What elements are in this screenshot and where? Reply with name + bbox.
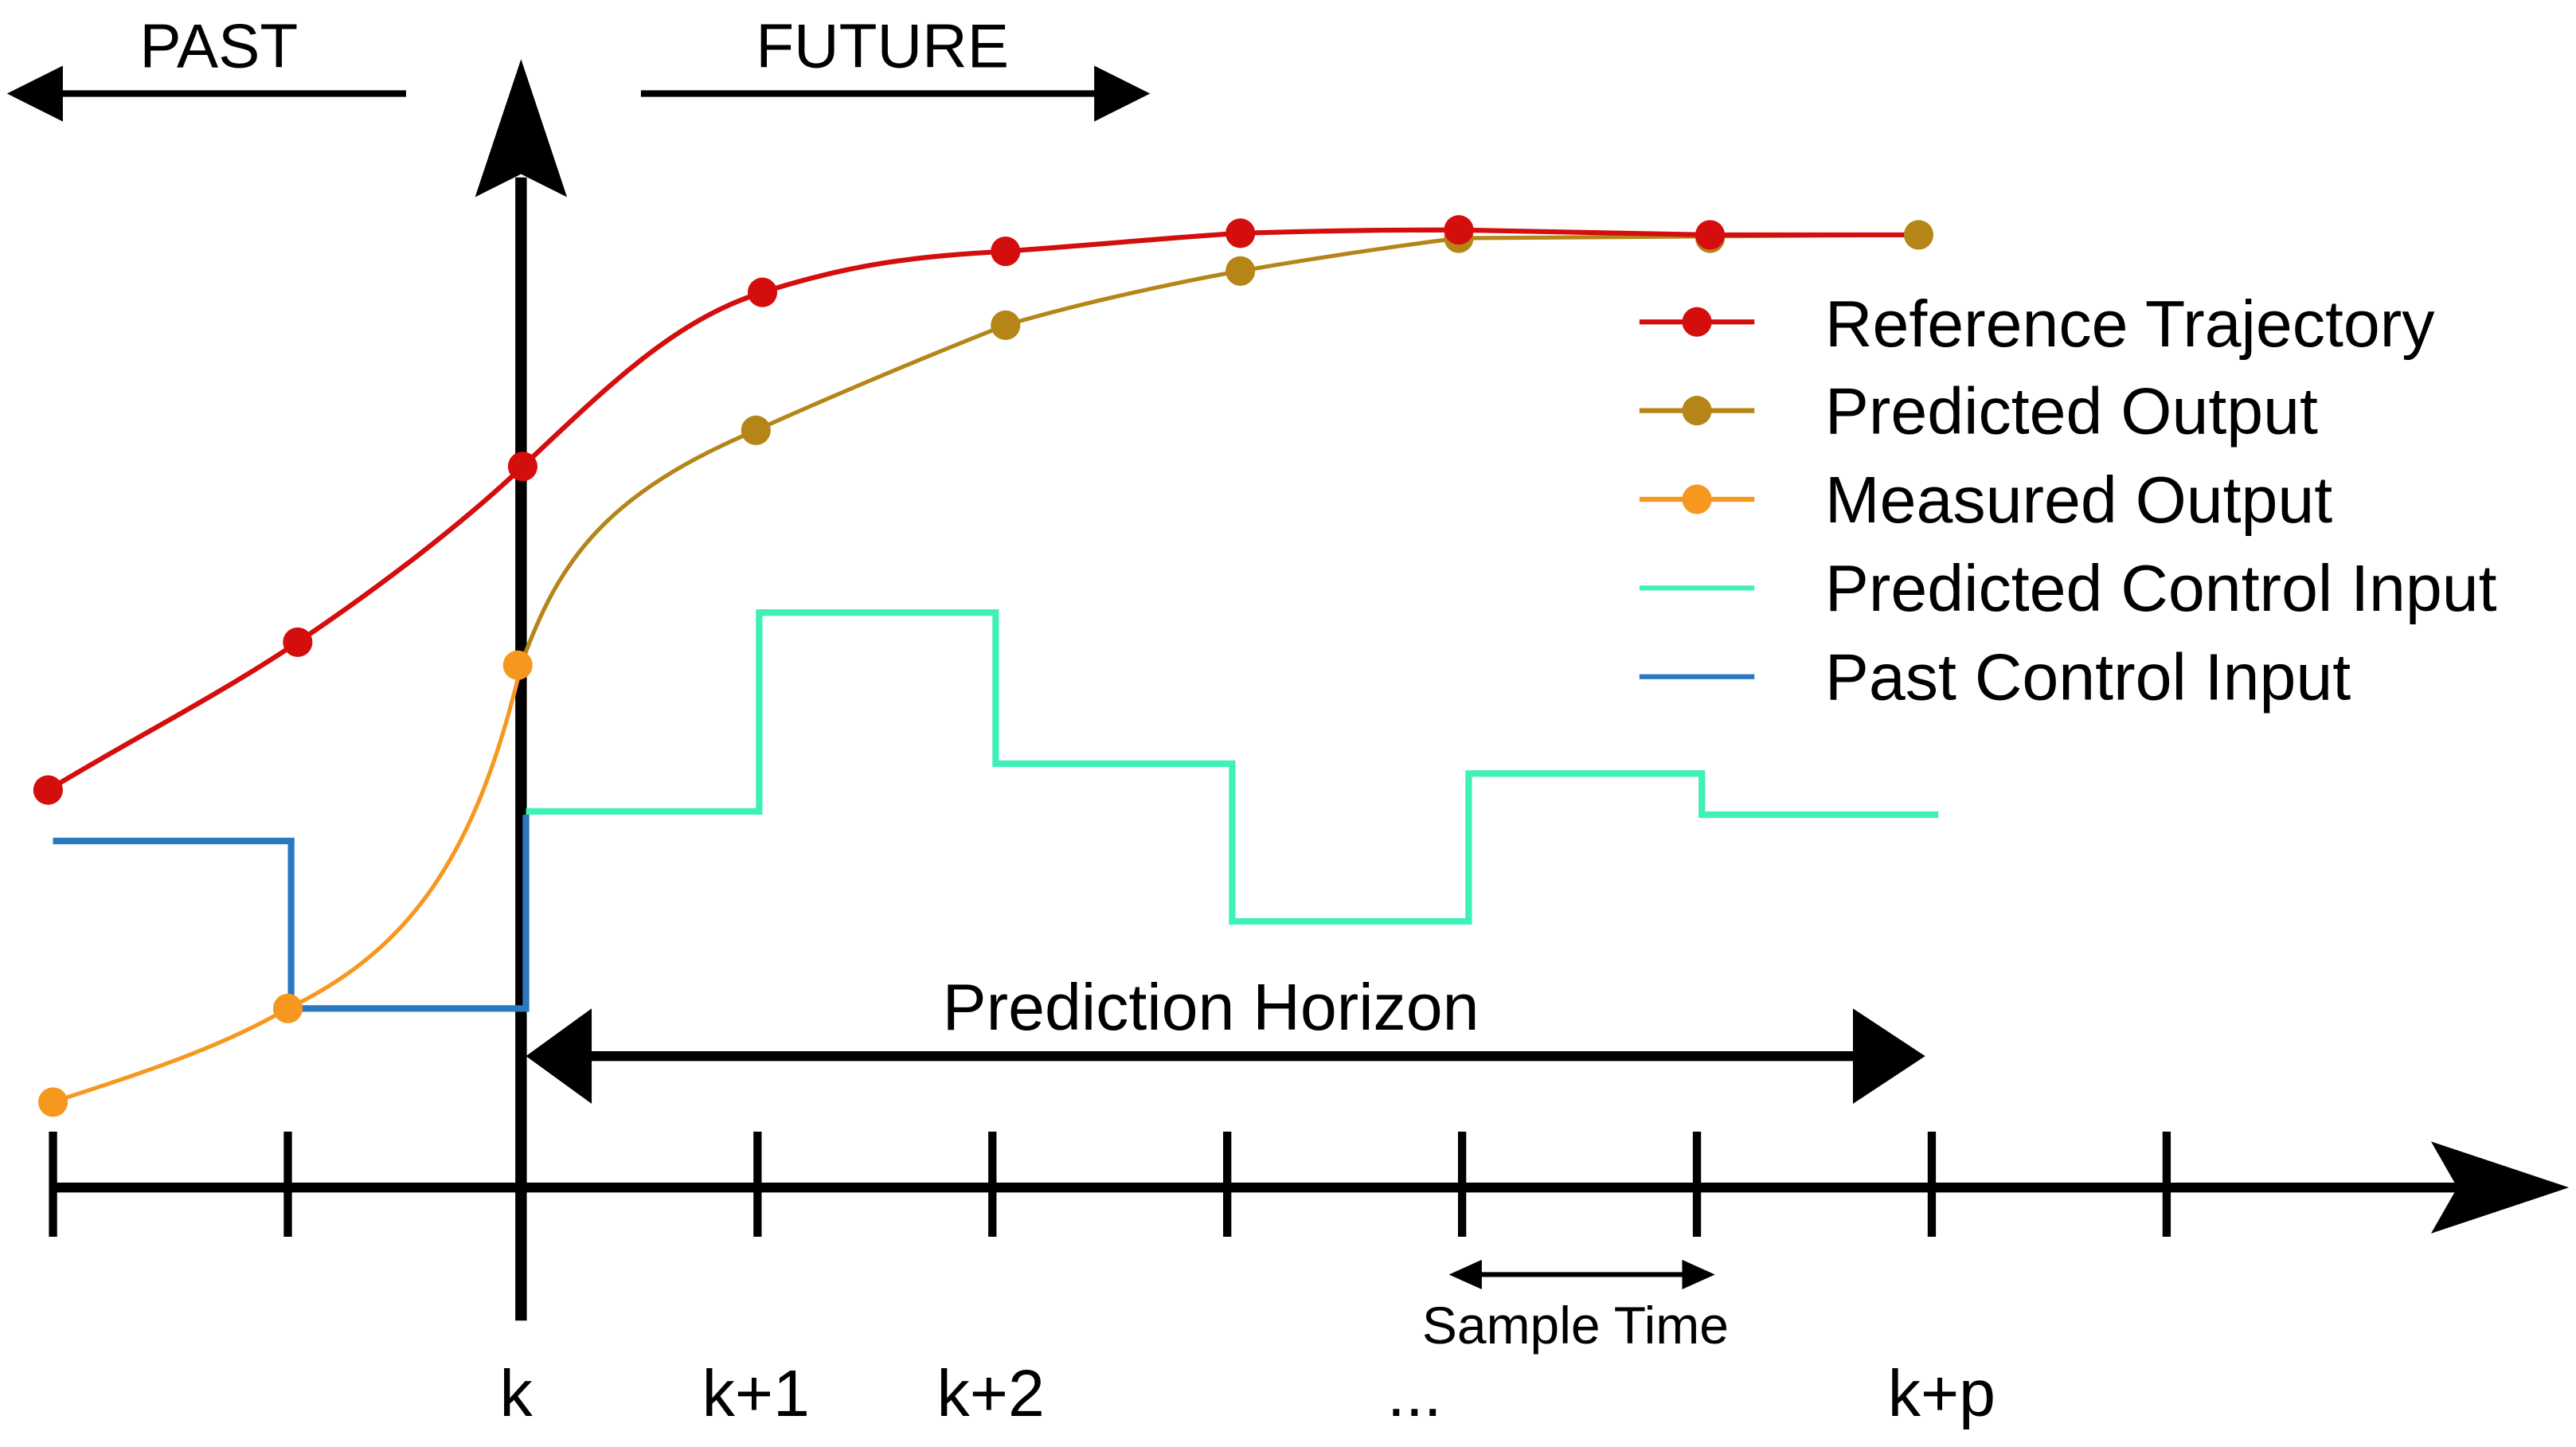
reference-trajectory-point (747, 277, 778, 307)
measured-output-points (37, 650, 533, 1117)
predicted-output-line (518, 233, 1919, 667)
sample-time-right-arrowhead (1682, 1259, 1715, 1290)
predicted-control-input-line (526, 609, 1939, 925)
legend-item-measured-output: Measured Output (1639, 463, 2332, 537)
legend: Reference Trajectory Predicted Output Me… (1639, 287, 2497, 714)
predicted-output-point (1225, 256, 1256, 286)
legend-item-predicted-output: Predicted Output (1639, 374, 2318, 448)
sample-time-label: Sample Time (1422, 1296, 1729, 1355)
time-axis-ticks (49, 1132, 2171, 1238)
reference-trajectory-points (33, 215, 1726, 805)
legend-swatch-dot (1682, 307, 1712, 337)
reference-trajectory-point (33, 775, 63, 805)
future-arrowhead (1094, 65, 1151, 122)
legend-item-past-control-input: Past Control Input (1639, 641, 2351, 714)
measured-output-point (272, 993, 303, 1023)
sample-time: Sample Time (1422, 1259, 1729, 1355)
reference-trajectory-point (507, 452, 537, 482)
reference-trajectory-point (1225, 218, 1256, 248)
reference-trajectory-point (283, 627, 313, 657)
past-control-input-line (53, 814, 530, 1012)
time-axis: k k+1 k+2 ... k+p (49, 1132, 2570, 1430)
legend-item-reference-trajectory: Reference Trajectory (1639, 287, 2435, 361)
reference-trajectory-line (46, 227, 1919, 792)
legend-swatch-dot (1682, 484, 1712, 514)
legend-label: Predicted Output (1825, 374, 2318, 448)
legend-label: Predicted Control Input (1825, 552, 2497, 625)
vertical-axis-arrowhead (475, 59, 568, 197)
predicted-output-point (1903, 220, 1934, 250)
tick-label-k-plus-1: k+1 (702, 1357, 810, 1430)
future-label: FUTURE (756, 11, 1009, 81)
reference-trajectory-point (1444, 215, 1474, 245)
reference-trajectory-point (1695, 220, 1726, 250)
legend-label: Past Control Input (1825, 641, 2351, 714)
future-indicator: FUTURE (640, 11, 1151, 122)
tick-label-k-plus-2: k+2 (937, 1357, 1045, 1430)
past-arrowhead (6, 65, 63, 122)
legend-label: Reference Trajectory (1825, 287, 2435, 361)
legend-label: Measured Output (1825, 463, 2332, 537)
prediction-horizon-right-arrowhead (1852, 1008, 1925, 1104)
tick-label-ellipsis: ... (1387, 1357, 1442, 1430)
prediction-horizon-label: Prediction Horizon (943, 971, 1480, 1044)
predicted-output-point (991, 310, 1021, 340)
vertical-axis (475, 59, 568, 1321)
reference-trajectory-point (991, 236, 1021, 267)
time-axis-labels: k k+1 k+2 ... k+p (500, 1357, 1996, 1430)
prediction-horizon-left-arrowhead (526, 1008, 592, 1104)
prediction-horizon: Prediction Horizon (526, 971, 1925, 1104)
past-label: PAST (139, 11, 298, 81)
legend-item-predicted-control-input: Predicted Control Input (1639, 552, 2497, 625)
legend-swatch-dot (1682, 396, 1712, 426)
measured-output-point (502, 650, 533, 680)
time-axis-arrowhead (2430, 1141, 2570, 1234)
tick-label-k: k (500, 1357, 534, 1430)
sample-time-left-arrowhead (1448, 1259, 1482, 1290)
tick-label-k-plus-p: k+p (1888, 1357, 1996, 1430)
measured-output-line (52, 664, 523, 1105)
past-indicator: PAST (6, 11, 406, 122)
measured-output-point (37, 1087, 68, 1117)
predicted-output-point (741, 415, 771, 445)
